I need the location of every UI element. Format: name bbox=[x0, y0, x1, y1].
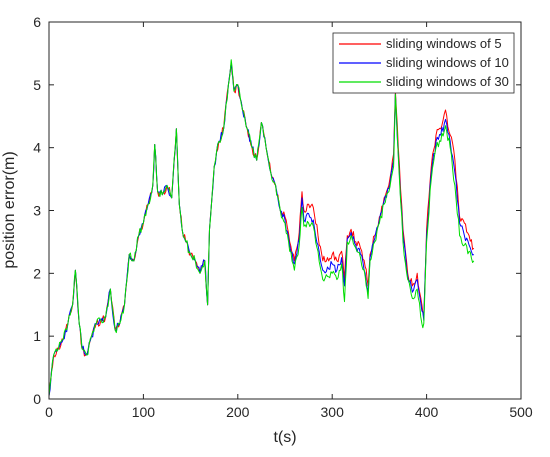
legend-items: sliding windows of 5 sliding windows of 1… bbox=[339, 36, 509, 89]
legend: sliding windows of 5 sliding windows of 1… bbox=[332, 32, 515, 94]
x-tick-label: 400 bbox=[415, 404, 439, 420]
y-axis-label: position error(m) bbox=[1, 151, 18, 268]
legend-label-sliding-windows-of-30: sliding windows of 30 bbox=[386, 74, 509, 89]
legend-label-sliding-windows-of-10: sliding windows of 10 bbox=[386, 55, 509, 70]
x-axis-label: t(s) bbox=[273, 429, 296, 446]
y-tick-label: 3 bbox=[33, 203, 41, 219]
x-tick-label: 100 bbox=[132, 404, 156, 420]
y-tick-label: 1 bbox=[33, 328, 41, 344]
y-tick-label: 2 bbox=[33, 265, 41, 281]
x-tick-label: 500 bbox=[509, 404, 533, 420]
tick-layer: 0 100 200 300 400 500 0 1 2 3 4 5 6 bbox=[33, 14, 533, 420]
x-tick-label: 0 bbox=[45, 404, 53, 420]
series-layer bbox=[48, 59, 475, 396]
y-tick-label: 5 bbox=[33, 77, 41, 93]
y-tick-label: 0 bbox=[33, 391, 41, 407]
legend-label-sliding-windows-of-5: sliding windows of 5 bbox=[386, 36, 502, 51]
x-tick-label: 200 bbox=[226, 404, 250, 420]
x-tick-label: 300 bbox=[321, 404, 345, 420]
series-line-sliding-windows-of-30 bbox=[48, 59, 475, 396]
y-tick-label: 4 bbox=[33, 140, 41, 156]
y-tick-label: 6 bbox=[33, 14, 41, 30]
